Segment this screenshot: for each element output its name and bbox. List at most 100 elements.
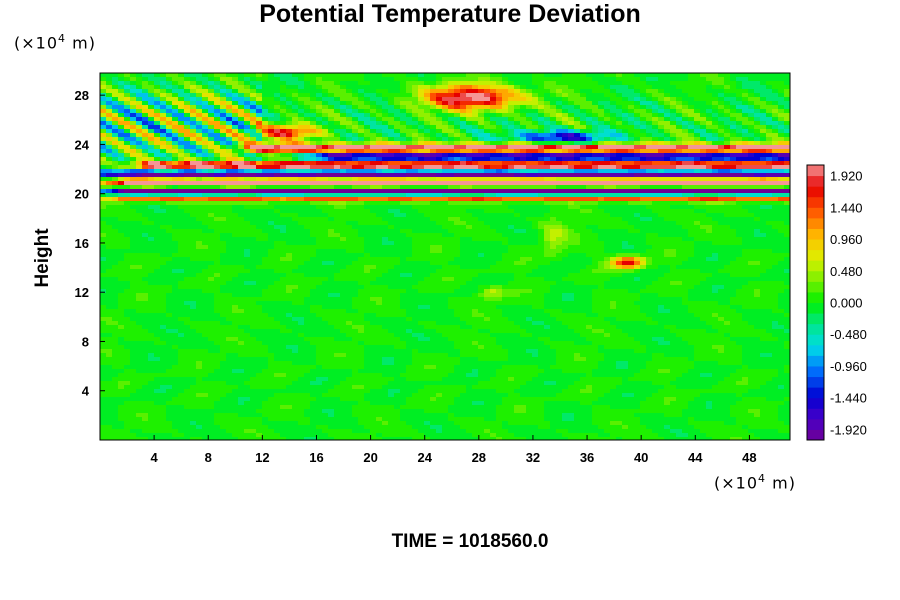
heatmap-cell: [604, 221, 610, 225]
heatmap-cell: [160, 153, 166, 157]
heatmap-cell: [766, 97, 772, 101]
heatmap-cell: [508, 229, 514, 233]
heatmap-cell: [394, 237, 400, 241]
heatmap-cell: [412, 89, 418, 93]
heatmap-cell: [106, 201, 112, 205]
heatmap-cell: [502, 113, 508, 117]
heatmap-cell: [472, 149, 478, 153]
heatmap-cell: [220, 173, 226, 177]
heatmap-cell: [652, 213, 658, 217]
heatmap-cell: [490, 73, 496, 77]
heatmap-cell: [220, 105, 226, 109]
heatmap-cell: [682, 109, 688, 113]
heatmap-cell: [292, 173, 298, 177]
heatmap-cell: [358, 173, 364, 177]
heatmap-cell: [646, 77, 652, 81]
heatmap-cell: [436, 133, 442, 137]
heatmap-cell: [154, 129, 160, 133]
heatmap-cell: [544, 177, 550, 181]
heatmap-cell: [448, 141, 454, 145]
heatmap-cell: [754, 137, 760, 141]
heatmap-cell: [778, 129, 784, 133]
heatmap-cell: [340, 133, 346, 137]
heatmap-cell: [160, 129, 166, 133]
heatmap-cell: [676, 233, 682, 237]
heatmap-cell: [346, 201, 352, 205]
heatmap-cell: [706, 145, 712, 149]
heatmap-cell: [436, 101, 442, 105]
heatmap-cell: [136, 169, 142, 173]
heatmap-cell: [316, 157, 322, 161]
heatmap-cell: [220, 81, 226, 85]
heatmap-cell: [310, 121, 316, 125]
heatmap-cell: [556, 241, 562, 245]
heatmap-cell: [676, 181, 682, 185]
heatmap-cell: [502, 77, 508, 81]
heatmap-cell: [382, 165, 388, 169]
heatmap-cell: [640, 97, 646, 101]
heatmap-cell: [238, 193, 244, 197]
heatmap-cell: [478, 109, 484, 113]
heatmap-cell: [142, 113, 148, 117]
heatmap-cell: [310, 161, 316, 165]
heatmap-cell: [142, 225, 148, 229]
heatmap-cell: [592, 209, 598, 213]
heatmap-cell: [364, 101, 370, 105]
heatmap-cell: [616, 217, 622, 221]
heatmap-cell: [550, 153, 556, 157]
heatmap-cell: [178, 129, 184, 133]
heatmap-cell: [760, 141, 766, 145]
heatmap-cell: [490, 161, 496, 165]
heatmap-cell: [256, 161, 262, 165]
heatmap-cell: [322, 217, 328, 221]
heatmap-cell: [526, 189, 532, 193]
heatmap-cell: [442, 113, 448, 117]
heatmap-cell: [358, 185, 364, 189]
heatmap-cell: [160, 209, 166, 213]
heatmap-cell: [556, 181, 562, 185]
heatmap-cell: [604, 145, 610, 149]
heatmap-cell: [574, 201, 580, 205]
heatmap-cell: [712, 93, 718, 97]
heatmap-cell: [292, 201, 298, 205]
heatmap-cell: [484, 77, 490, 81]
heatmap-cell: [226, 197, 232, 201]
heatmap-cell: [478, 141, 484, 145]
heatmap-cell: [280, 201, 286, 205]
heatmap-cell: [550, 117, 556, 121]
heatmap-cell: [328, 233, 334, 237]
heatmap-cell: [532, 149, 538, 153]
heatmap-cell: [736, 221, 742, 225]
heatmap-cell: [760, 181, 766, 185]
heatmap-cell: [298, 245, 304, 249]
heatmap-cell: [568, 181, 574, 185]
heatmap-cell: [142, 85, 148, 89]
heatmap-cell: [100, 133, 106, 137]
heatmap-cell: [592, 137, 598, 141]
heatmap-cell: [334, 97, 340, 101]
heatmap-cell: [190, 105, 196, 109]
heatmap-cell: [574, 177, 580, 181]
heatmap-cell: [658, 125, 664, 129]
heatmap-cell: [172, 85, 178, 89]
heatmap-cell: [382, 125, 388, 129]
heatmap-cell: [466, 161, 472, 165]
heatmap-cell: [556, 145, 562, 149]
heatmap-cell: [394, 141, 400, 145]
heatmap-cell: [352, 221, 358, 225]
heatmap-cell: [604, 177, 610, 181]
heatmap-cell: [682, 145, 688, 149]
heatmap-cell: [358, 113, 364, 117]
heatmap-cell: [706, 173, 712, 177]
heatmap-cell: [124, 197, 130, 201]
heatmap-cell: [238, 93, 244, 97]
heatmap-cell: [568, 233, 574, 237]
heatmap-cell: [652, 121, 658, 125]
heatmap-cell: [556, 157, 562, 161]
heatmap-cell: [580, 181, 586, 185]
heatmap-cell: [508, 137, 514, 141]
heatmap-cell: [628, 213, 634, 217]
heatmap-cell: [142, 185, 148, 189]
heatmap-cell: [298, 129, 304, 133]
heatmap-cell: [106, 93, 112, 97]
